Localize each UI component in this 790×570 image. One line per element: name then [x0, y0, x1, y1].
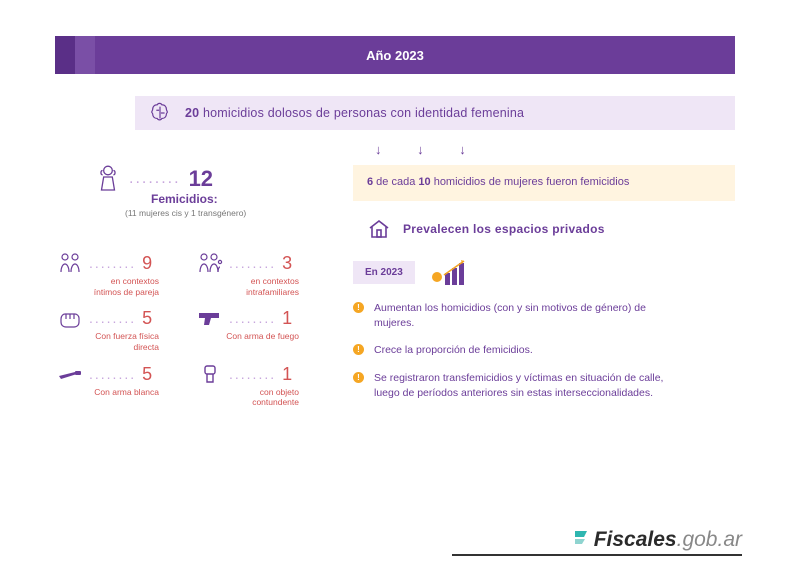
stat-number: 1	[282, 308, 292, 329]
bullet-item: ! Se registraron transfemicidios y víctim…	[353, 371, 735, 401]
trend-bars-icon	[431, 259, 467, 287]
footer-logo: Fiscales.gob.ar	[452, 528, 742, 557]
femicidios-label: Femicidios:	[151, 192, 335, 206]
bullet-marker-icon: !	[353, 372, 364, 383]
couple-icon	[57, 252, 83, 274]
title-bar: Año 2023	[55, 36, 735, 74]
title-text: Año 2023	[366, 48, 424, 63]
subtitle-text: 20 homicidios dolosos de personas con id…	[185, 106, 524, 120]
stat-label: Con arma de fuego	[197, 331, 299, 342]
stat-item: ........ 9en contextos íntimos de pareja	[57, 252, 197, 297]
stat-item: ........ 3en contextos intrafamiliares	[197, 252, 337, 297]
bullet-marker-icon: !	[353, 344, 364, 355]
stat-label: Con fuerza física directa	[57, 331, 159, 352]
bullet-text: Crece la proporción de femicidios.	[374, 343, 533, 358]
bullet-item: ! Aumentan los homicidios (con y sin moti…	[353, 301, 735, 331]
subtitle-band: 20 homicidios dolosos de personas con id…	[135, 96, 735, 130]
bullet-item: ! Crece la proporción de femicidios.	[353, 343, 735, 358]
year-tag: En 2023	[353, 261, 415, 284]
dots: ........	[229, 255, 276, 271]
left-column: ........ 12 Femicidios: (11 mujeres cis …	[55, 136, 335, 413]
bullet-text: Se registraron transfemicidios y víctima…	[374, 371, 664, 401]
ratio-box: 6 de cada 10 homicidios de mujeres fuero…	[353, 165, 735, 201]
bullet-text: Aumentan los homicidios (con y sin motiv…	[374, 301, 664, 331]
dots: ........	[229, 310, 276, 326]
stat-item: ........ 1 Con arma de fuego	[197, 307, 337, 352]
femicidios-headline: ........ 12	[95, 164, 335, 194]
knife-icon	[57, 363, 83, 385]
tag-row: En 2023	[353, 259, 735, 287]
dots: ........	[89, 310, 136, 326]
stat-item: ........ 1con objeto contundente	[197, 363, 337, 408]
woman-icon	[95, 164, 121, 194]
bullet-list: ! Aumentan los homicidios (con y sin moti…	[353, 301, 735, 401]
logo: Fiscales.gob.ar	[574, 528, 742, 552]
house-icon	[367, 217, 391, 241]
private-spaces-row: Prevalecen los espacios privados	[367, 217, 735, 241]
stat-number: 5	[142, 364, 152, 385]
brain-icon	[149, 102, 171, 124]
stat-item: ........ 5Con fuerza física directa	[57, 307, 197, 352]
dots: ........	[129, 170, 181, 188]
stat-number: 3	[282, 253, 292, 274]
stat-number: 9	[142, 253, 152, 274]
stat-label: con objeto contundente	[197, 387, 299, 408]
femicidios-number: 12	[189, 166, 213, 192]
dots: ........	[89, 255, 136, 271]
stats-grid: ........ 9en contextos íntimos de pareja.…	[57, 252, 335, 408]
title-decoration	[55, 36, 115, 74]
bullet-marker-icon: !	[353, 302, 364, 313]
stat-label: Con arma blanca	[57, 387, 159, 398]
family-icon	[197, 252, 223, 274]
gun-icon	[197, 307, 223, 329]
dots: ........	[229, 366, 276, 382]
femicidios-sublabel: (11 mujeres cis y 1 transgénero)	[125, 208, 335, 218]
flag-icon	[574, 529, 588, 551]
right-column: ↓ ↓ ↓ 6 de cada 10 homicidios de mujeres…	[335, 136, 735, 413]
dots: ........	[89, 366, 136, 382]
stat-item: ........ 5 Con arma blanca	[57, 363, 197, 408]
stat-number: 1	[282, 364, 292, 385]
stat-label: en contextos intrafamiliares	[197, 276, 299, 297]
blunt-icon	[197, 363, 223, 385]
infographic-page: Año 2023 20 homicidios dolosos de person…	[0, 0, 790, 570]
logo-underline	[452, 554, 742, 557]
arrow-glyphs: ↓ ↓ ↓	[375, 142, 735, 157]
fist-icon	[57, 307, 83, 329]
stat-number: 5	[142, 308, 152, 329]
private-spaces-text: Prevalecen los espacios privados	[403, 222, 605, 236]
stat-label: en contextos íntimos de pareja	[57, 276, 159, 297]
